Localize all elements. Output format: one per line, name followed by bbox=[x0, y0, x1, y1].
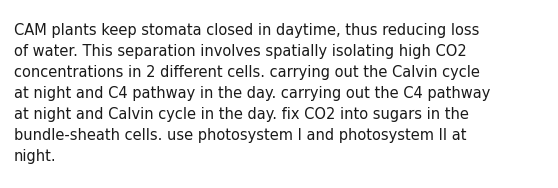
Text: CAM plants keep stomata closed in daytime, thus reducing loss
of water. This sep: CAM plants keep stomata closed in daytim… bbox=[14, 23, 490, 164]
